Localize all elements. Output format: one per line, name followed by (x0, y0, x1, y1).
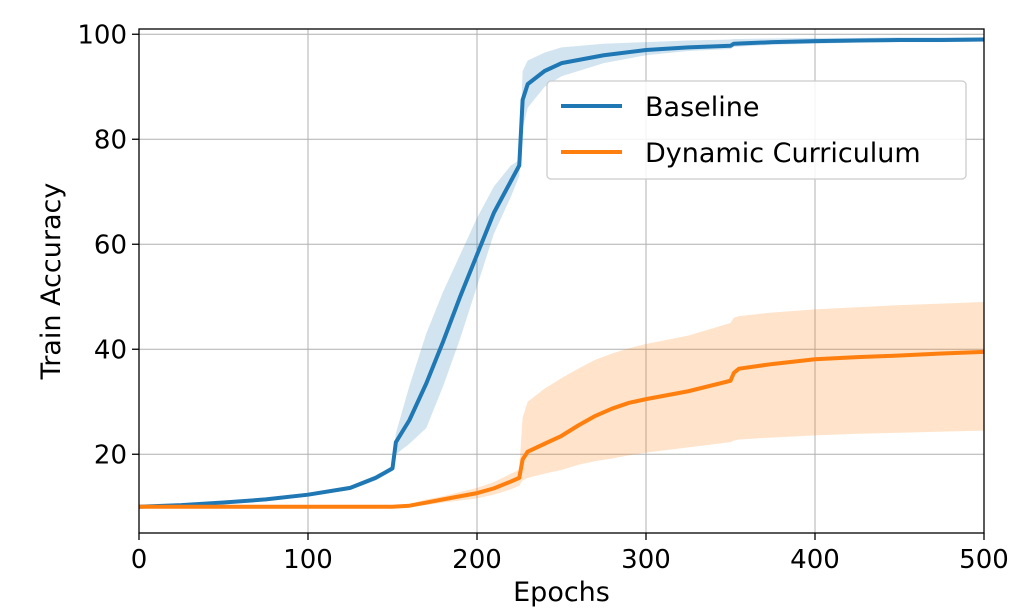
legend-label-baseline: Baseline (645, 92, 759, 123)
line-baseline (138, 37, 985, 509)
series-lines (138, 37, 985, 509)
band-dynamic-curriculum (139, 302, 984, 507)
x-tick-label: 300 (621, 545, 671, 575)
confidence-bands (139, 37, 984, 507)
x-axis-label: Epochs (513, 577, 610, 608)
legend-box (546, 80, 967, 180)
x-tick-label: 100 (283, 545, 333, 575)
legend: Baseline Dynamic Curriculum (546, 80, 967, 180)
x-tick-label: 400 (790, 545, 840, 575)
y-tick-label: 80 (94, 125, 127, 155)
y-tick-label: 40 (94, 335, 127, 365)
y-tick-label: 60 (94, 230, 127, 260)
line-dynamic-curriculum (139, 349, 985, 509)
y-tick-label: 20 (94, 440, 127, 470)
y-axis-label: Train Accuracy (36, 183, 67, 381)
x-tick-label: 500 (959, 545, 1009, 575)
y-tick-label: 100 (77, 20, 127, 50)
plot-frame (138, 28, 985, 534)
x-tick-label: 0 (131, 545, 148, 575)
legend-label-dynamic-curriculum: Dynamic Curriculum (645, 138, 921, 169)
x-tick-label: 200 (452, 545, 502, 575)
axis-ticks: 0 100 200 300 400 500 20 40 60 80 100 (77, 20, 1008, 575)
